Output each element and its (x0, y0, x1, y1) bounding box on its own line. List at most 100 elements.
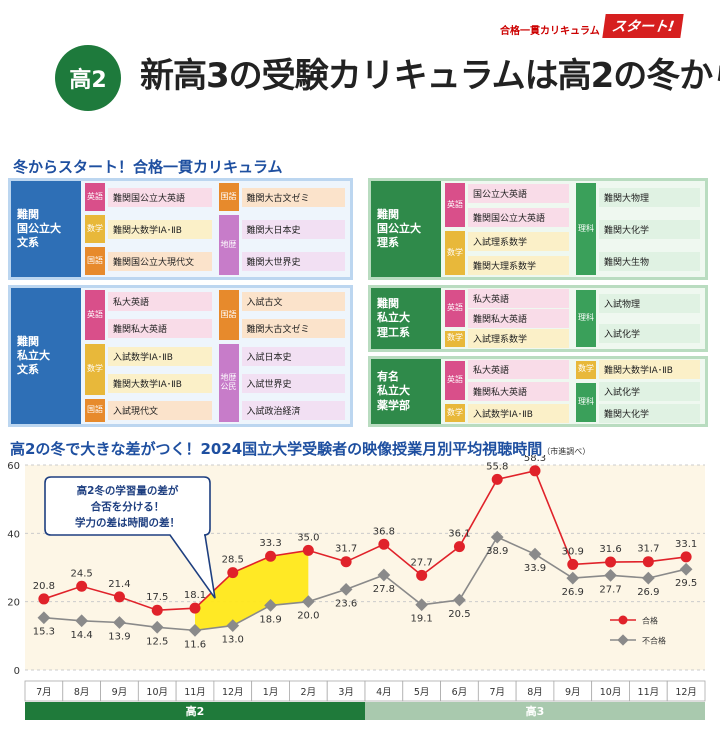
course-item: 国公立大英語 (468, 183, 569, 203)
data-label: 28.5 (222, 555, 244, 566)
course-item: 難関大生物 (599, 251, 700, 271)
data-label: 13.9 (108, 632, 130, 643)
data-point (38, 593, 50, 605)
course-item: 難関大世界史 (241, 251, 345, 271)
subject-tag: 数学 (576, 361, 596, 379)
data-label: 35.0 (297, 532, 319, 543)
course-item: 難関大化学 (599, 219, 700, 239)
data-label: 20.0 (297, 611, 319, 622)
subject-tag: 理科 (576, 183, 596, 275)
course-item: 私大英語 (468, 288, 569, 308)
data-label: 33.3 (259, 538, 281, 549)
course-item: 難関私大英語 (468, 309, 569, 328)
page-title: 新高3の受験カリキュラムは高2の冬から (140, 56, 720, 96)
course-item: 難関国公立大英語 (468, 207, 569, 227)
course-item: 難関私大英語 (468, 382, 569, 401)
series-line (43, 469, 687, 612)
data-point (340, 556, 352, 568)
data-point (416, 569, 428, 581)
data-label: 20.5 (448, 609, 470, 620)
x-tick-label: 6月 (452, 687, 468, 698)
data-label: 36.1 (448, 529, 470, 540)
subject-tag: 英語 (445, 183, 465, 227)
subject-tag: 英語 (85, 290, 105, 341)
data-label: 18.9 (259, 614, 281, 625)
course-item: 入試数学ⅠA･ⅡB (468, 403, 569, 423)
callout-bubble (44, 476, 216, 599)
panel-label: 難関 私立大 理工系 (371, 288, 441, 349)
course-item: 難関大古文ゼミ (241, 319, 345, 339)
data-point (189, 602, 201, 614)
subject-tag: 数学 (445, 330, 465, 347)
highlight-area (195, 550, 309, 631)
data-label: 18.1 (184, 590, 206, 601)
data-point (567, 558, 579, 570)
start-tag: スタート! (602, 14, 685, 38)
legend-marker (617, 634, 629, 646)
subject-tag: 地歴 (218, 215, 239, 275)
header: 高2 新高3の受験カリキュラムは高2の冬から 合格一貫カリキュラム スタート! (0, 0, 720, 130)
data-point (113, 591, 125, 603)
x-tick-label: 10月 (146, 687, 168, 698)
data-label: 26.9 (637, 587, 659, 598)
curriculum-panel: 有名 私立大 薬学部 英語 私大英語 難関私大英語 数学 入試数学ⅠA･ⅡB 数学 難関大数学… (368, 356, 708, 427)
data-label: 36.8 (373, 526, 395, 537)
course-item: 入試現代文 (108, 400, 212, 420)
x-tick-label: 11月 (638, 687, 660, 698)
data-label: 26.9 (562, 587, 584, 598)
data-label: 12.5 (146, 636, 168, 647)
data-point (339, 583, 353, 596)
data-point (265, 550, 277, 562)
x-tick-label: 12月 (222, 687, 244, 698)
data-point (150, 620, 164, 634)
data-label: 31.6 (599, 544, 621, 555)
callout-text: 学力の差は時間の差！ (75, 516, 180, 529)
data-label: 31.7 (335, 544, 357, 555)
data-point (188, 624, 202, 637)
curriculum-heading: 冬からスタート！合格一貫カリキュラム (13, 158, 283, 176)
course-item: 入試理系数学 (468, 329, 569, 349)
callout-text: 合否を分ける！ (90, 500, 165, 513)
y-tick-label: 20 (7, 598, 20, 609)
data-label: 21.4 (108, 579, 130, 590)
panel-label: 難関 国公立大 理系 (371, 181, 441, 277)
course-item: 難関大数学ⅠA･ⅡB (108, 373, 212, 393)
data-point (415, 598, 429, 612)
data-point (453, 593, 466, 607)
curriculum-panel: 難関 私立大 文系 英語 私大英語 難関私大英語 数学 入試数学ⅠA･ⅡB 難関大数学ⅠA･… (8, 285, 353, 427)
course-item: 入試日本史 (241, 346, 345, 366)
data-point (642, 556, 654, 568)
subject-tag: 英語 (445, 290, 465, 327)
x-tick-label: 7月 (36, 687, 52, 698)
course-item: 難関大理系数学 (468, 255, 569, 275)
callout-text: 高2冬の学習量の差が (77, 484, 179, 497)
x-tick-label: 11月 (184, 687, 206, 698)
course-item: 入試理系数学 (468, 231, 569, 251)
course-item: 難関大化学 (599, 403, 700, 423)
data-point (605, 556, 617, 568)
data-label: 19.1 (411, 614, 433, 625)
course-item: 難関大数学ⅠA･ⅡB (599, 360, 700, 380)
curriculum-panel: 難関 私立大 理工系 英語 私大英語 難関私大英語 数学 入試理系数学 理科 入試物理 入試化学 (368, 285, 708, 352)
course-item: 私大英語 (468, 360, 569, 380)
data-label: 27.7 (411, 557, 433, 568)
data-label: 20.8 (33, 581, 55, 592)
x-tick-label: 1月 (263, 687, 279, 698)
course-item: 難関大物理 (599, 187, 700, 207)
data-label: 27.8 (373, 584, 395, 595)
course-item: 難関大数学ⅠA･ⅡB (108, 219, 212, 239)
x-tick-label: 12月 (675, 687, 697, 698)
data-point (680, 551, 692, 563)
subject-tag: 数学 (445, 404, 465, 422)
data-point (453, 541, 465, 553)
grade-band (25, 702, 365, 720)
data-label: 33.9 (524, 563, 546, 574)
legend-label: 不合格 (642, 636, 666, 646)
subject-tag: 英語 (85, 183, 105, 211)
course-item: 入試数学ⅠA･ⅡB (108, 346, 212, 366)
curriculum-panel: 難関 国公立大 理系 英語 国公立大英語 難関国公立大英語 数学 入試理系数学 難関大理系数… (368, 178, 708, 280)
series-line (43, 536, 687, 632)
data-point (226, 619, 240, 632)
data-point (529, 465, 541, 477)
data-point (76, 580, 88, 592)
